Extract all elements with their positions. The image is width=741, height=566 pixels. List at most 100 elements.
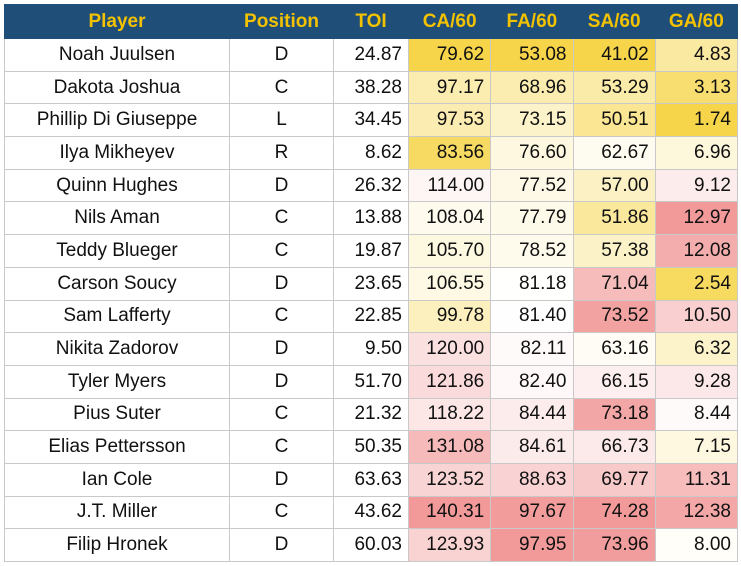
cell-ca60: 131.08 bbox=[407, 430, 492, 464]
player-stats-table: Player Position TOI CA/60 FA/60 SA/60 GA… bbox=[4, 4, 739, 562]
cell-fa60: 77.52 bbox=[490, 168, 574, 203]
cell-toi: 8.62 bbox=[333, 136, 409, 170]
cell-fa60: 53.08 bbox=[490, 38, 574, 72]
table-row: Filip Hronek D 60.03 123.93 97.95 73.96 8.00 bbox=[4, 528, 739, 562]
header-toi: TOI bbox=[333, 4, 409, 39]
cell-ca60: 118.22 bbox=[407, 397, 492, 432]
cell-toi: 51.70 bbox=[333, 364, 409, 399]
cell-player: Phillip Di Giuseppe bbox=[4, 103, 230, 138]
cell-player: Sam Lafferty bbox=[4, 299, 230, 334]
cell-toi: 13.88 bbox=[333, 201, 409, 236]
header-position: Position bbox=[229, 4, 334, 39]
cell-fa60: 82.11 bbox=[490, 332, 574, 366]
cell-sa60: 66.15 bbox=[572, 364, 656, 399]
cell-ga60: 4.83 bbox=[654, 38, 739, 72]
cell-toi: 50.35 bbox=[333, 430, 409, 464]
table-row: Nikita Zadorov D 9.50 120.00 82.11 63.16 6.32 bbox=[4, 332, 739, 366]
cell-sa60: 74.28 bbox=[572, 495, 656, 530]
table-row: Carson Soucy D 23.65 106.55 81.18 71.04 2.54 bbox=[4, 266, 739, 301]
cell-sa60: 62.67 bbox=[572, 136, 656, 170]
cell-toi: 60.03 bbox=[333, 528, 409, 562]
cell-ca60: 79.62 bbox=[407, 38, 492, 72]
cell-player: Pius Suter bbox=[4, 397, 230, 432]
table-row: J.T. Miller C 43.62 140.31 97.67 74.28 12.38 bbox=[4, 495, 739, 530]
cell-toi: 21.32 bbox=[333, 397, 409, 432]
cell-sa60: 66.73 bbox=[572, 430, 656, 464]
cell-position: D bbox=[229, 266, 334, 301]
cell-sa60: 51.86 bbox=[572, 201, 656, 236]
cell-toi: 34.45 bbox=[333, 103, 409, 138]
cell-ga60: 8.00 bbox=[654, 528, 739, 562]
table-row: Noah Juulsen D 24.87 79.62 53.08 41.02 4.83 bbox=[4, 38, 739, 72]
cell-position: D bbox=[229, 332, 334, 366]
cell-ca60: 123.52 bbox=[407, 462, 492, 497]
table-body: Noah Juulsen D 24.87 79.62 53.08 41.02 4.83 Dak… bbox=[4, 38, 739, 562]
cell-position: L bbox=[229, 103, 334, 138]
header-player: Player bbox=[4, 4, 230, 39]
cell-fa60: 82.40 bbox=[490, 364, 574, 399]
cell-sa60: 71.04 bbox=[572, 266, 656, 301]
cell-fa60: 84.61 bbox=[490, 430, 574, 464]
table-header: Player Position TOI CA/60 FA/60 SA/60 GA… bbox=[4, 4, 739, 39]
cell-ga60: 12.97 bbox=[654, 201, 739, 236]
cell-fa60: 84.44 bbox=[490, 397, 574, 432]
header-row: Player Position TOI CA/60 FA/60 SA/60 GA… bbox=[4, 4, 739, 39]
cell-ca60: 121.86 bbox=[407, 364, 492, 399]
cell-player: Dakota Joshua bbox=[4, 70, 230, 105]
cell-ga60: 6.96 bbox=[654, 136, 739, 170]
cell-toi: 22.85 bbox=[333, 299, 409, 334]
cell-ca60: 97.17 bbox=[407, 70, 492, 105]
cell-ga60: 9.12 bbox=[654, 168, 739, 203]
cell-player: Ian Cole bbox=[4, 462, 230, 497]
cell-ca60: 99.78 bbox=[407, 299, 492, 334]
cell-position: D bbox=[229, 462, 334, 497]
cell-ca60: 123.93 bbox=[407, 528, 492, 562]
cell-fa60: 77.79 bbox=[490, 201, 574, 236]
cell-sa60: 41.02 bbox=[572, 38, 656, 72]
cell-ga60: 9.28 bbox=[654, 364, 739, 399]
header-fa60: FA/60 bbox=[490, 4, 574, 39]
cell-player: Noah Juulsen bbox=[4, 38, 230, 72]
table-row: Ilya Mikheyev R 8.62 83.56 76.60 62.67 6.96 bbox=[4, 136, 739, 170]
cell-fa60: 68.96 bbox=[490, 70, 574, 105]
cell-sa60: 69.77 bbox=[572, 462, 656, 497]
cell-position: R bbox=[229, 136, 334, 170]
cell-ca60: 105.70 bbox=[407, 234, 492, 268]
cell-ga60: 11.31 bbox=[654, 462, 739, 497]
cell-toi: 24.87 bbox=[333, 38, 409, 72]
cell-ga60: 7.15 bbox=[654, 430, 739, 464]
cell-ca60: 83.56 bbox=[407, 136, 492, 170]
cell-ca60: 106.55 bbox=[407, 266, 492, 301]
table-row: Dakota Joshua C 38.28 97.17 68.96 53.29 3.13 bbox=[4, 70, 739, 105]
cell-sa60: 53.29 bbox=[572, 70, 656, 105]
header-sa60: SA/60 bbox=[572, 4, 656, 39]
table-row: Quinn Hughes D 26.32 114.00 77.52 57.00 9.12 bbox=[4, 168, 739, 203]
cell-position: C bbox=[229, 234, 334, 268]
cell-ga60: 1.74 bbox=[654, 103, 739, 138]
cell-sa60: 57.00 bbox=[572, 168, 656, 203]
cell-position: C bbox=[229, 495, 334, 530]
table-row: Nils Aman C 13.88 108.04 77.79 51.86 12.97 bbox=[4, 201, 739, 236]
cell-toi: 43.62 bbox=[333, 495, 409, 530]
cell-toi: 23.65 bbox=[333, 266, 409, 301]
cell-ca60: 97.53 bbox=[407, 103, 492, 138]
cell-player: Nils Aman bbox=[4, 201, 230, 236]
cell-fa60: 81.40 bbox=[490, 299, 574, 334]
table-row: Elias Pettersson C 50.35 131.08 84.61 66.73 7.… bbox=[4, 430, 739, 464]
cell-ga60: 12.38 bbox=[654, 495, 739, 530]
cell-sa60: 73.52 bbox=[572, 299, 656, 334]
header-ga60: GA/60 bbox=[654, 4, 739, 39]
cell-player: J.T. Miller bbox=[4, 495, 230, 530]
cell-toi: 19.87 bbox=[333, 234, 409, 268]
cell-sa60: 73.96 bbox=[572, 528, 656, 562]
cell-player: Teddy Blueger bbox=[4, 234, 230, 268]
cell-position: C bbox=[229, 70, 334, 105]
cell-position: C bbox=[229, 397, 334, 432]
cell-toi: 26.32 bbox=[333, 168, 409, 203]
cell-position: D bbox=[229, 168, 334, 203]
cell-sa60: 63.16 bbox=[572, 332, 656, 366]
cell-fa60: 78.52 bbox=[490, 234, 574, 268]
cell-ga60: 8.44 bbox=[654, 397, 739, 432]
cell-ga60: 10.50 bbox=[654, 299, 739, 334]
cell-position: D bbox=[229, 364, 334, 399]
